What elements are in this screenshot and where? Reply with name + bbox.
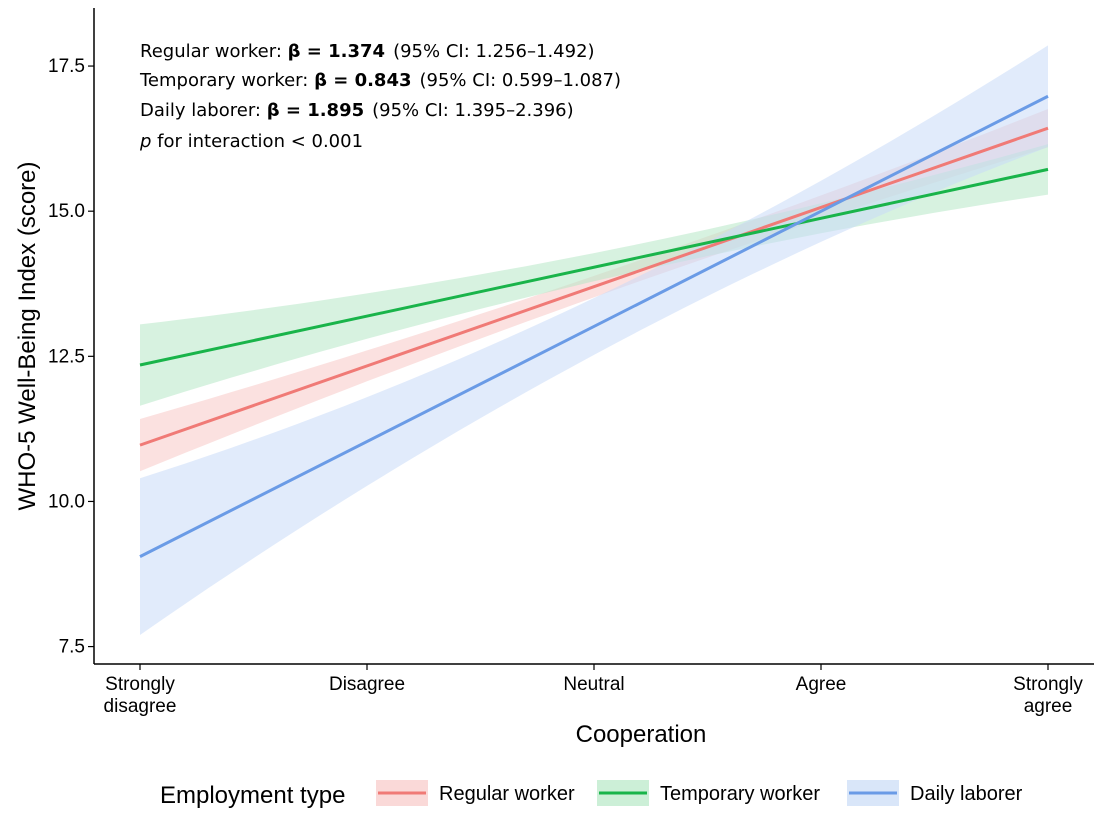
annotations: Regular worker: β = 1.374 (95% CI: 1.256–… xyxy=(139,41,621,152)
y-tick-label: 10.0 xyxy=(48,491,85,512)
ci-band-2 xyxy=(140,45,1048,635)
beta-annotation: Regular worker: β = 1.374 (95% CI: 1.256–… xyxy=(140,41,595,62)
confidence-bands xyxy=(140,45,1048,635)
x-axis-title: Cooperation xyxy=(576,721,707,748)
legend: Employment type Regular worker Temporary w… xyxy=(160,780,1023,809)
series-line-2 xyxy=(139,94,1049,558)
y-tick-label: 17.5 xyxy=(48,56,85,77)
legend-label: Temporary worker xyxy=(660,783,820,805)
y-tick-label: 12.5 xyxy=(48,346,85,367)
x-tick-label: Neutral xyxy=(563,674,624,695)
series-line-1 xyxy=(139,167,1049,367)
legend-label: Daily laborer xyxy=(910,783,1023,805)
y-tick-label: 15.0 xyxy=(48,201,85,222)
x-tick-label: Agree xyxy=(796,674,847,695)
axes: 7.5 10.0 12.5 15.0 17.5 Strongly disagree Disag… xyxy=(14,8,1094,748)
x-tick-label: Disagree xyxy=(329,674,405,695)
beta-annotation: Daily laborer: β = 1.895 (95% CI: 1.395–2… xyxy=(140,100,574,121)
x-tick-label: Strongly agree xyxy=(1013,674,1083,717)
x-tick-label: Strongly disagree xyxy=(104,674,177,717)
y-axis-title: WHO-5 Well-Being Index (score) xyxy=(14,162,41,511)
beta-annotation: Temporary worker: β = 0.843 (95% CI: 0.59… xyxy=(139,70,621,91)
legend-label: Regular worker xyxy=(439,783,575,805)
legend-title: Employment type xyxy=(160,782,345,809)
regression-lines xyxy=(139,94,1049,558)
interaction-note: p for interaction < 0.001 xyxy=(139,131,363,152)
y-tick-label: 7.5 xyxy=(59,637,85,658)
series-line-0 xyxy=(139,126,1049,447)
